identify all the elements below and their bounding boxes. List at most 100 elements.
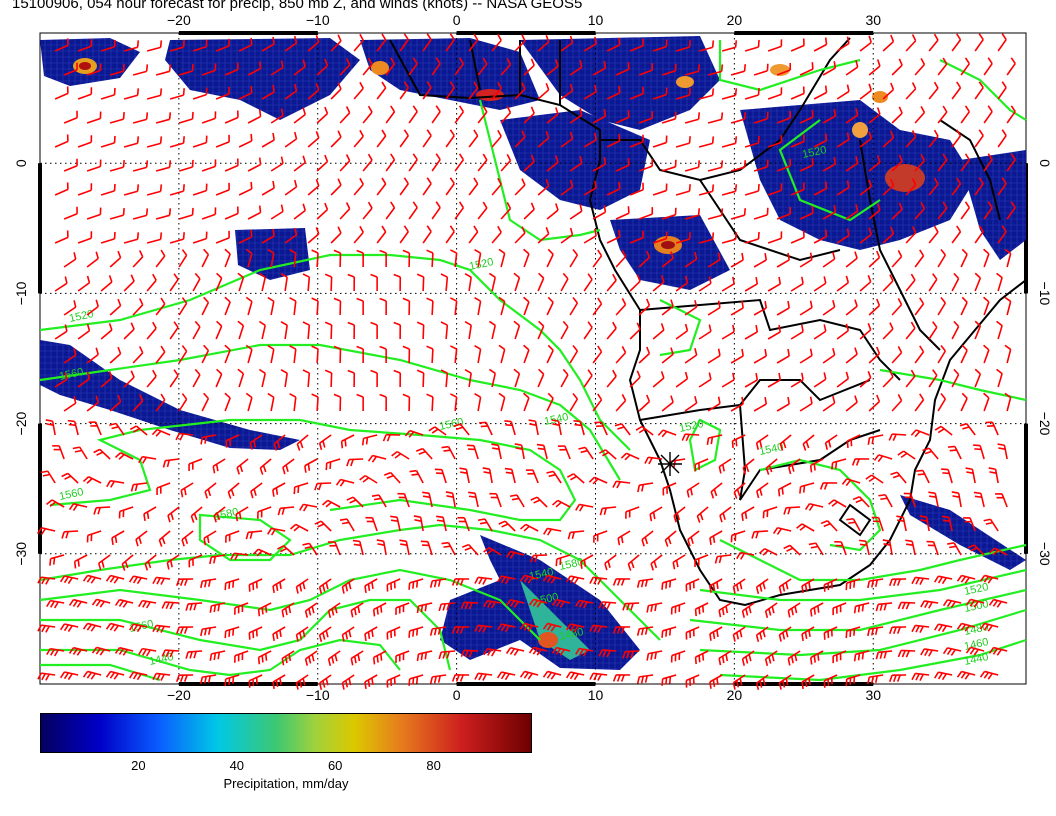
wind-barb: [257, 650, 272, 665]
wind-barb: [54, 372, 68, 388]
wind-barb: [488, 368, 497, 388]
wind-barb: [188, 554, 203, 568]
wind-barb: [454, 57, 465, 76]
wind-barb: [836, 180, 850, 196]
wind-barb: [477, 105, 488, 124]
wind-barb: [128, 623, 148, 633]
wind-barb: [504, 467, 516, 484]
wind-barb: [813, 85, 828, 100]
wind-barb: [823, 674, 838, 688]
wind-barb: [138, 455, 157, 464]
wind-barb: [661, 395, 674, 412]
wind-barb: [169, 184, 185, 196]
wind-barb: [431, 153, 441, 172]
wind-barb: [63, 206, 78, 220]
wind-barb: [416, 650, 433, 662]
wind-barb: [491, 225, 502, 244]
wind-barb: [440, 369, 449, 388]
wind-barb: [282, 458, 295, 475]
wind-barb: [979, 622, 999, 632]
wind-barb: [445, 129, 455, 148]
wind-barb: [318, 626, 332, 643]
wind-barb: [599, 506, 617, 516]
wind-barb: [650, 554, 663, 571]
wind-barb: [685, 578, 700, 592]
wind-barb: [350, 650, 364, 666]
wind-barb: [451, 626, 470, 634]
wind-barb: [474, 392, 482, 412]
wind-barb: [551, 598, 571, 608]
wind-barb: [376, 225, 387, 244]
wind-barb: [951, 225, 962, 244]
wind-barb: [675, 275, 689, 292]
wind-barb: [731, 434, 746, 449]
wind-barb: [152, 576, 171, 585]
wind-barb: [224, 296, 231, 316]
wind-barb: [560, 35, 574, 52]
wind-barb: [382, 433, 401, 442]
wind-barb: [379, 249, 387, 268]
wind-barb: [201, 296, 210, 316]
wind-barb: [629, 134, 644, 148]
wind-barb: [767, 276, 782, 292]
wind-barb: [646, 650, 663, 661]
wind-barb: [93, 448, 111, 460]
wind-barb: [1006, 201, 1016, 220]
wind-barb: [721, 232, 738, 244]
wind-barb: [592, 61, 607, 76]
wind-barb: [114, 646, 134, 656]
wind-barb: [694, 554, 709, 567]
wind-barb: [341, 578, 355, 594]
wind-barb: [509, 494, 525, 508]
wind-barb: [537, 320, 545, 340]
wind-barb: [845, 108, 859, 124]
wind-barb: [356, 345, 364, 364]
wind-barb: [468, 225, 479, 244]
wind-barb: [767, 39, 783, 52]
wind-barb: [606, 229, 621, 244]
wind-barb: [997, 177, 1007, 196]
wind-barb: [138, 599, 157, 609]
wind-barb: [928, 129, 939, 148]
wind-barb: [91, 646, 111, 656]
wind-barb: [928, 81, 939, 100]
wind-barb: [426, 393, 434, 412]
lon-tick-label: 10: [588, 687, 604, 703]
wind-barb: [684, 64, 701, 76]
wind-barb: [804, 502, 824, 511]
wind-barb: [675, 136, 691, 148]
wind-barb: [675, 40, 691, 52]
wind-barb: [868, 346, 881, 364]
wind-barb: [709, 578, 723, 593]
wind-barb: [569, 249, 579, 268]
wind-barb: [614, 423, 631, 436]
lon-tick-label: −20: [167, 12, 191, 28]
wind-barb: [352, 539, 364, 556]
wind-barb: [661, 207, 677, 220]
wind-barb: [304, 602, 318, 618]
wind-barb: [615, 206, 630, 220]
wind-barb: [155, 297, 166, 316]
wind-barb: [496, 623, 516, 633]
wind-barb: [523, 248, 530, 268]
wind-barb: [787, 602, 801, 618]
wind-barb: [415, 447, 433, 460]
lat-tick-label: 0: [1037, 159, 1053, 167]
wind-barb: [477, 57, 488, 76]
wind-barb: [1006, 57, 1016, 76]
wind-barb: [311, 249, 319, 268]
wind-barb: [289, 393, 297, 412]
wind-barb: [832, 602, 847, 616]
wind-barb: [755, 626, 769, 643]
wind-barb: [638, 207, 654, 220]
wind-barb: [441, 445, 456, 460]
wind-barb: [615, 394, 627, 412]
wind-barb: [376, 81, 387, 100]
wind-barb: [891, 346, 903, 364]
wind-barb: [100, 323, 113, 340]
wind-barb: [707, 112, 724, 124]
wind-barb: [428, 426, 447, 436]
wind-barb: [867, 674, 884, 685]
wind-barb: [951, 177, 962, 196]
wind-barb: [77, 135, 93, 148]
